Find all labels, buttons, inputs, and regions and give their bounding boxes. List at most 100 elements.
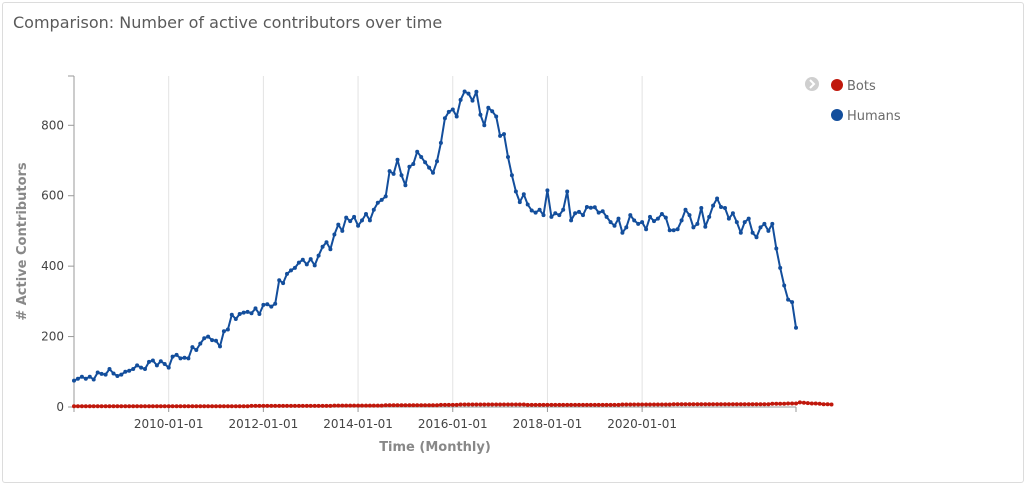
data-point-humans <box>663 215 668 220</box>
data-point-bots <box>210 404 215 409</box>
data-point-bots <box>131 404 136 409</box>
data-point-bots <box>237 404 242 409</box>
data-point-bots <box>289 403 293 408</box>
data-point-humans <box>573 211 578 216</box>
data-point-bots <box>178 404 183 409</box>
data-point-bots <box>624 402 629 407</box>
data-point-bots <box>147 404 151 409</box>
data-point-humans <box>415 149 420 154</box>
data-point-bots <box>115 404 120 409</box>
data-point-bots <box>375 403 380 408</box>
data-point-humans <box>245 309 250 314</box>
chevron-right-icon[interactable] <box>805 77 819 91</box>
data-point-bots <box>265 403 270 408</box>
data-point-humans <box>356 223 361 228</box>
data-point-bots <box>652 402 656 407</box>
data-point-humans <box>462 89 467 94</box>
y-tick-label: 800 <box>41 118 64 132</box>
data-point-humans <box>770 221 775 226</box>
data-point-bots <box>139 404 144 409</box>
data-point-bots <box>253 403 258 408</box>
data-point-bots <box>292 403 297 408</box>
data-point-bots <box>581 402 585 407</box>
data-point-humans <box>233 317 238 321</box>
data-point-bots <box>805 401 810 406</box>
data-point-humans <box>162 362 167 366</box>
data-point-bots <box>391 403 396 408</box>
data-point-bots <box>75 404 80 409</box>
data-point-humans <box>557 213 562 218</box>
data-point-humans <box>604 214 609 219</box>
data-point-bots <box>695 402 700 407</box>
data-point-humans <box>285 271 289 276</box>
y-tick-label: 200 <box>41 330 64 344</box>
data-point-humans <box>269 304 274 309</box>
data-point-bots <box>648 402 652 407</box>
data-point-bots <box>482 402 487 407</box>
data-point-humans <box>206 334 211 339</box>
data-point-bots <box>517 402 522 407</box>
x-tick-label: 2010-01-01 <box>134 417 204 431</box>
data-point-humans <box>375 200 380 205</box>
data-point-bots <box>423 403 428 408</box>
data-point-bots <box>620 402 625 407</box>
data-point-humans <box>182 355 187 360</box>
data-point-bots <box>577 402 581 407</box>
data-point-humans <box>521 192 526 197</box>
data-point-humans <box>458 97 463 102</box>
data-point-bots <box>166 404 171 409</box>
data-point-bots <box>154 404 159 409</box>
data-point-humans <box>730 211 735 216</box>
data-point-bots <box>111 404 116 409</box>
data-point-bots <box>277 403 282 408</box>
data-point-humans <box>569 218 574 223</box>
data-point-humans <box>719 205 723 209</box>
data-point-humans <box>364 212 368 216</box>
data-point-bots <box>162 404 167 409</box>
data-point-bots <box>754 402 759 407</box>
series-line-humans <box>73 90 797 382</box>
data-point-humans <box>620 230 625 235</box>
data-point-humans <box>640 220 645 225</box>
data-point-humans <box>738 230 743 235</box>
data-point-bots <box>600 402 605 407</box>
legend-item-humans[interactable]: Humans <box>831 109 901 124</box>
data-point-humans <box>435 159 439 164</box>
data-point-humans <box>131 367 136 371</box>
data-point-bots <box>206 404 211 409</box>
data-point-bots <box>817 401 822 406</box>
data-point-humans <box>726 216 731 221</box>
data-point-bots <box>596 402 601 407</box>
data-point-humans <box>758 225 763 230</box>
data-point-humans <box>332 232 337 237</box>
data-point-humans <box>703 224 708 229</box>
data-point-bots <box>525 402 530 407</box>
data-point-humans <box>711 203 716 208</box>
data-point-bots <box>565 402 570 407</box>
data-point-bots <box>675 402 680 407</box>
data-point-humans <box>742 220 747 225</box>
data-point-humans <box>139 365 144 370</box>
data-point-humans <box>170 354 175 359</box>
data-point-bots <box>719 402 723 407</box>
data-point-humans <box>99 371 104 376</box>
legend-item-bots[interactable]: Bots <box>831 79 876 94</box>
data-point-bots <box>470 402 475 407</box>
data-point-humans <box>292 265 297 270</box>
data-point-humans <box>525 202 530 207</box>
data-point-humans <box>734 220 739 225</box>
data-point-bots <box>403 403 408 408</box>
data-point-humans <box>107 367 112 371</box>
data-point-bots <box>478 402 483 407</box>
data-point-humans <box>198 341 203 346</box>
data-point-bots <box>801 400 806 405</box>
data-point-humans <box>506 155 510 159</box>
data-point-bots <box>699 402 704 407</box>
data-point-humans <box>221 329 226 334</box>
data-point-bots <box>794 401 798 406</box>
data-point-bots <box>667 402 672 407</box>
data-point-bots <box>750 402 755 407</box>
x-tick-label: 2018-01-01 <box>513 417 583 431</box>
data-point-bots <box>494 402 499 407</box>
data-point-humans <box>296 260 301 265</box>
